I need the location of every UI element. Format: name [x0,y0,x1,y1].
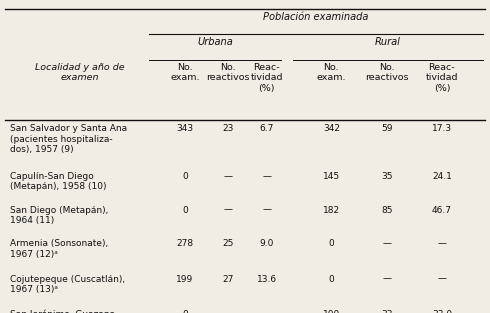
Text: 59: 59 [381,124,392,133]
Text: 0: 0 [182,172,188,181]
Text: San Salvador y Santa Ana
(pacientes hospitaliza-
dos), 1957 (9): San Salvador y Santa Ana (pacientes hosp… [10,124,127,154]
Text: —: — [224,206,233,215]
Text: Reac-
tividad
(%): Reac- tividad (%) [250,63,283,93]
Text: 342: 342 [323,124,340,133]
Text: —: — [438,239,446,248]
Text: 27: 27 [222,275,234,284]
Text: 85: 85 [381,206,392,215]
Text: —: — [262,310,271,313]
Text: No.
exam.: No. exam. [170,63,200,82]
Text: 35: 35 [381,172,392,181]
Text: No.
reactivos: No. reactivos [206,63,250,82]
Text: 145: 145 [323,172,340,181]
Text: Reac-
tividad
(%): Reac- tividad (%) [426,63,458,93]
Text: Rural: Rural [375,37,401,47]
Text: 9.0: 9.0 [259,239,274,248]
Text: Población examinada: Población examinada [263,12,368,22]
Text: 199: 199 [176,275,194,284]
Text: —: — [262,206,271,215]
Text: —: — [382,239,391,248]
Text: 0: 0 [329,275,334,284]
Text: Armenia (Sonsonate),
1967 (12)ᵃ: Armenia (Sonsonate), 1967 (12)ᵃ [10,239,108,259]
Text: Localidad y año de
examen: Localidad y año de examen [34,63,124,82]
Text: —: — [382,275,391,284]
Text: Cojutepeque (Cuscatlán),
1967 (13)ᵃ: Cojutepeque (Cuscatlán), 1967 (13)ᵃ [10,275,125,294]
Text: —: — [224,310,233,313]
Text: —: — [262,172,271,181]
Text: 24.1: 24.1 [432,172,452,181]
Text: 33: 33 [381,310,392,313]
Text: 278: 278 [176,239,194,248]
Text: 13.6: 13.6 [257,275,277,284]
Text: Urbana: Urbana [197,37,233,47]
Text: 182: 182 [323,206,340,215]
Text: Capulín-San Diego
(Metapán), 1958 (10): Capulín-San Diego (Metapán), 1958 (10) [10,172,106,191]
Text: —: — [438,275,446,284]
Text: San Diego (Metapán),
1964 (11): San Diego (Metapán), 1964 (11) [10,206,108,225]
Text: 25: 25 [222,239,234,248]
Text: 17.3: 17.3 [432,124,452,133]
Text: 343: 343 [176,124,194,133]
Text: San Jerónimo, Guazapa
(San Salvador), 1972 ᵃ: San Jerónimo, Guazapa (San Salvador), 19… [10,310,115,313]
Text: No.
exam.: No. exam. [317,63,346,82]
Text: 0: 0 [182,310,188,313]
Text: 23: 23 [222,124,234,133]
Text: 6.7: 6.7 [259,124,274,133]
Text: —: — [224,172,233,181]
Text: 33.0: 33.0 [432,310,452,313]
Text: 0: 0 [329,239,334,248]
Text: 46.7: 46.7 [432,206,452,215]
Text: No.
reactivos: No. reactivos [365,63,408,82]
Text: 0: 0 [182,206,188,215]
Text: 100: 100 [323,310,340,313]
